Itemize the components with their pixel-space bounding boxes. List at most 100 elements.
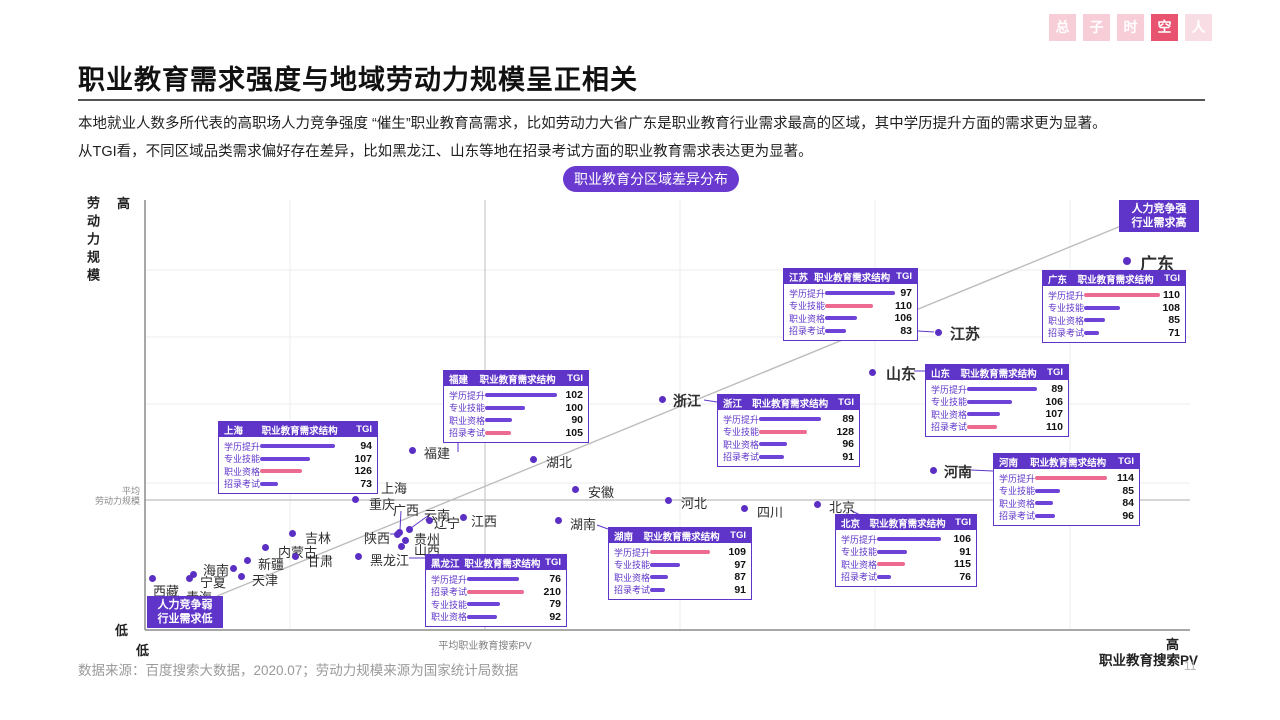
tgi-row-bar (1035, 501, 1053, 506)
point-label-北京: 北京 (829, 500, 856, 515)
tgi-row-bar (260, 456, 310, 461)
tgi-row: 学历提升 109 (614, 546, 746, 559)
tgi-row-bar (967, 387, 1037, 392)
callout-title: 职业教育需求结构 (814, 272, 891, 284)
callout-tgi-label: TGI (356, 424, 372, 435)
scatter-point-宁夏 (189, 570, 197, 578)
tgi-row-value: 96 (842, 438, 854, 451)
tgi-row: 职业资格 126 (224, 465, 372, 478)
callout-province: 江苏 (789, 272, 809, 284)
tgi-row-bar (877, 574, 891, 579)
callout-connector (399, 510, 402, 531)
page-title: 职业教育需求强度与地域劳动力规模呈正相关 (78, 65, 638, 95)
tgi-row-value: 110 (1046, 420, 1063, 433)
tgi-row-label: 专业技能 (789, 301, 826, 312)
point-label-安徽: 安徽 (588, 485, 615, 500)
quadrant-low-line2: 行业需求低 (157, 613, 213, 625)
callout-connector (970, 469, 994, 472)
tgi-row-value: 97 (900, 287, 912, 300)
scatter-point-福建 (408, 446, 416, 454)
point-label-内蒙古: 内蒙古 (278, 545, 318, 560)
scatter-point-西藏 (148, 574, 156, 582)
scatter-point-北京 (813, 500, 821, 508)
tgi-row: 学历提升 106 (841, 533, 971, 546)
tgi-row-bar (967, 399, 1012, 404)
scatter-point-浙江 (658, 395, 666, 403)
callout-title: 职业教育需求结构 (752, 398, 829, 410)
callout-title: 职业教育需求结构 (1077, 274, 1154, 286)
tgi-row-bar (825, 291, 895, 296)
scatter-point-云南 (405, 525, 413, 533)
tgi-row-label: 招录考试 (841, 572, 878, 583)
callout-header: 浙江 职业教育需求结构 TGI (718, 395, 859, 410)
tgi-row-label: 学历提升 (614, 547, 651, 558)
x-axis-low-label: 低 (136, 643, 150, 658)
callout-title: 职业教育需求结构 (479, 374, 556, 386)
callout-body: 学历提升 89 专业技能 128 职业资格 96 招录考试 91 (718, 410, 859, 466)
tgi-row-label: 学历提升 (723, 414, 760, 425)
tgi-row: 职业资格 106 (789, 312, 912, 325)
tgi-row-label: 职业资格 (999, 498, 1036, 509)
tgi-row-value: 106 (894, 312, 912, 325)
tgi-row-bar (650, 587, 665, 592)
page-number: 11 (1184, 659, 1197, 673)
callout-黑龙江: 黑龙江 职业教育需求结构 TGI 学历提升 76 招录考试 210 专业技能 79 职业资格 92 (425, 554, 567, 627)
callout-tgi-label: TGI (567, 373, 583, 384)
callout-body: 学历提升 76 招录考试 210 专业技能 79 职业资格 92 (426, 570, 566, 626)
tgi-row-value: 73 (360, 477, 372, 490)
tgi-row-label: 招录考试 (614, 585, 651, 596)
tgi-row-bar (260, 444, 335, 449)
tgi-row-value: 76 (959, 570, 971, 583)
tgi-row: 职业资格 87 (614, 571, 746, 584)
callout-浙江: 浙江 职业教育需求结构 TGI 学历提升 89 专业技能 128 职业资格 96 招录考试 91 (717, 394, 860, 467)
point-label-新疆: 新疆 (258, 557, 285, 572)
tgi-row-value: 105 (565, 426, 583, 439)
logo-char: 子 (1083, 14, 1110, 41)
point-label-湖南: 湖南 (570, 517, 597, 532)
y-axis-mean-label: 平均 劳动力规模 (84, 486, 140, 506)
scatter-point-新疆 (243, 556, 251, 564)
tgi-row-value: 85 (1168, 314, 1180, 327)
tgi-row-bar (877, 537, 941, 542)
tgi-row-bar (825, 303, 873, 308)
tgi-row-value: 91 (959, 545, 971, 558)
tgi-row: 招录考试 73 (224, 478, 372, 491)
tgi-row-bar (260, 469, 302, 474)
callout-header: 福建 职业教育需求结构 TGI (444, 371, 588, 386)
logo-char: 空 (1151, 14, 1178, 41)
trend-line (216, 225, 1122, 597)
point-label-福建: 福建 (424, 446, 451, 461)
tgi-row: 职业资格 115 (841, 558, 971, 571)
callout-广东: 广东 职业教育需求结构 TGI 学历提升 110 专业技能 108 职业资格 85 招录考试 71 (1042, 270, 1186, 343)
callout-connector (703, 399, 718, 403)
callout-tgi-label: TGI (955, 517, 971, 528)
tgi-row-value: 76 (549, 573, 561, 586)
tgi-row-value: 114 (1117, 472, 1134, 485)
callout-province: 福建 (449, 374, 469, 386)
point-label-黑龙江: 黑龙江 (370, 553, 410, 568)
y-axis-high-label: 高 (117, 196, 131, 211)
quadrant-high-line2: 行业需求高 (1131, 217, 1187, 229)
tgi-row-label: 招录考试 (931, 422, 968, 433)
callout-body: 学历提升 106 专业技能 91 职业资格 115 招录考试 76 (836, 530, 976, 586)
tgi-row-bar (759, 429, 807, 434)
tgi-row: 学历提升 102 (449, 389, 583, 402)
callout-tgi-label: TGI (838, 397, 854, 408)
scatter-point-江苏 (934, 328, 942, 336)
point-label-江苏: 江苏 (950, 326, 981, 343)
callout-tgi-label: TGI (896, 271, 912, 282)
tgi-row-bar (759, 454, 784, 459)
tgi-row-label: 招录考试 (999, 511, 1036, 522)
callout-湖南: 湖南 职业教育需求结构 TGI 学历提升 109 专业技能 97 职业资格 87 招录考试 91 (608, 527, 752, 600)
tgi-row-value: 79 (549, 598, 561, 611)
subtitle-line-1: 本地就业人数多所代表的高职场人力竞争强度 “催生”职业教育高需求，比如劳动力大省… (78, 116, 1107, 132)
callout-tgi-label: TGI (1164, 273, 1180, 284)
tgi-row-value: 110 (895, 299, 912, 312)
callout-province: 黑龙江 (431, 558, 460, 570)
tgi-row: 专业技能 85 (999, 485, 1134, 498)
tgi-row-bar (467, 577, 519, 582)
quadrant-label-low: 人力竞争弱 行业需求低 (147, 596, 223, 628)
point-label-吉林: 吉林 (305, 531, 332, 546)
tgi-row-label: 专业技能 (999, 486, 1036, 497)
tgi-row: 职业资格 92 (431, 611, 561, 624)
